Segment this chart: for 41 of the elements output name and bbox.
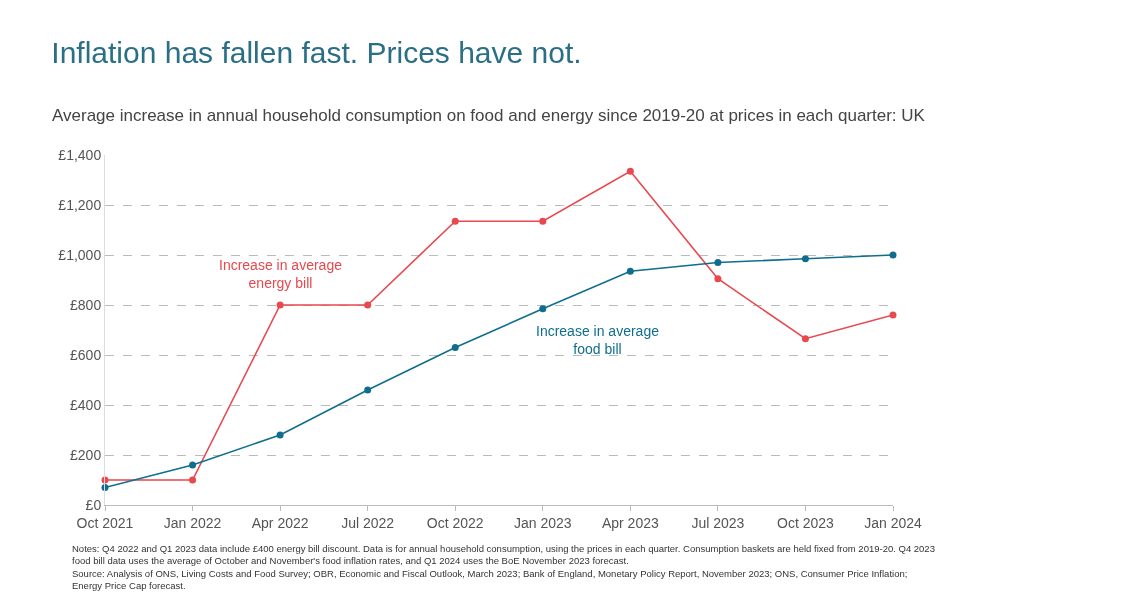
x-tick-label: Oct 2021: [76, 514, 134, 531]
y-tick-label: £1,200: [58, 196, 102, 213]
y-tick-label: £1,000: [58, 246, 102, 263]
point: [539, 305, 547, 313]
point: [189, 476, 197, 484]
chart-subtitle: Average increase in annual household consumption on food and energy since 2019-20 at prices in each quarter: UK: [52, 106, 926, 125]
point: [889, 251, 897, 259]
y-tick-label: £0: [85, 496, 102, 513]
point: [801, 335, 809, 343]
point: [889, 311, 897, 319]
point: [626, 267, 634, 275]
x-tick-label: Apr 2023: [601, 514, 659, 531]
point: [714, 275, 722, 283]
text: Notes: Q4 2022 and Q1 2023 data include £400 energy bill discount. Data is for annual household consumption, using the prices in each quarter. Consumption baskets are held fixed from 2019-20. Q4 2023 food bill data uses the average of October and November's food inflation rates, and Q1 2024 uses the BoE November 2023 forecast. Source: Analysis of ONS, Living Costs and Food Survey; OBR, Economic and Fiscal Outlook, March 2023; Bank of England, Monetary Policy Report, November 2023; ONS, Consumer Price Inflation; Energy Price Cap forecast.: [72, 543, 935, 592]
x-tick-label: Apr 2022: [251, 514, 309, 531]
y-tick-label: £200: [70, 446, 102, 463]
y-tick-label: £800: [70, 296, 102, 313]
series-label: Increase in average energy bill: [219, 257, 343, 292]
point: [451, 217, 459, 225]
point: [189, 461, 197, 469]
point: [364, 386, 372, 394]
x-tick-label: Oct 2023: [777, 514, 835, 531]
point: [539, 217, 547, 225]
x-tick-label: Jan 2022: [163, 514, 222, 531]
point: [626, 167, 634, 175]
point: [364, 301, 372, 309]
point: [451, 344, 459, 351]
y-tick-label: £400: [70, 396, 102, 413]
point: [276, 431, 284, 439]
series-label: Increase in average food bill: [536, 323, 660, 358]
x-tick-label: Jan 2024: [864, 514, 923, 531]
x-tick-label: Jul 2023: [691, 514, 745, 531]
chart-title: Inflation has fallen fast. Prices have not.: [51, 36, 582, 70]
x-tick-label: Jul 2022: [341, 514, 395, 531]
y-tick-label: £600: [70, 346, 102, 363]
x-tick-label: Jan 2023: [513, 514, 572, 531]
point: [276, 301, 284, 309]
point: [714, 259, 722, 266]
point: [801, 255, 809, 263]
y-tick-label: £1,400: [58, 146, 102, 163]
x-tick-label: Oct 2022: [426, 514, 484, 531]
